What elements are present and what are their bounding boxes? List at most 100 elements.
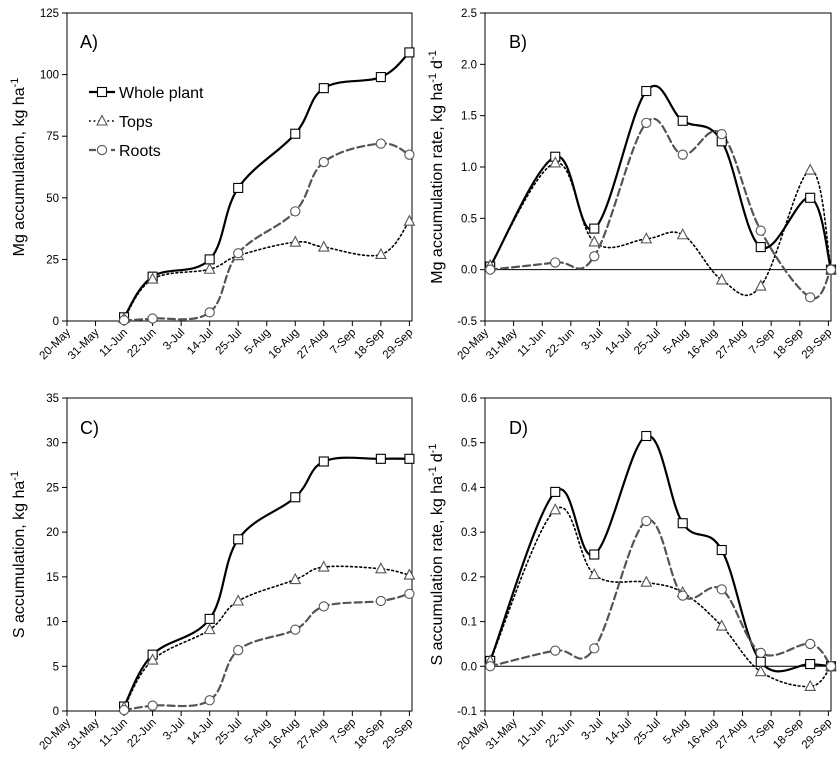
y-tick-label: 25 <box>46 254 59 266</box>
data-point-triangle <box>549 503 562 515</box>
y-axis-label: Mg accumulation, kg ha-1 <box>9 78 28 257</box>
series-line-triangle <box>123 565 411 709</box>
y-tick-label: 0.0 <box>461 661 477 673</box>
y-axis-label: S accumulation, kg ha-1 <box>9 471 28 638</box>
plot-frame <box>66 12 413 322</box>
data-point-circle <box>677 590 688 601</box>
x-tick-label: 27-Aug <box>714 717 749 752</box>
data-point-square <box>755 242 766 253</box>
legend-marker-triangle <box>96 114 108 126</box>
data-point-circle <box>805 292 816 303</box>
data-point-circle <box>485 661 496 672</box>
data-point-triangle <box>640 232 653 244</box>
y-tick-label: -0.5 <box>457 316 477 328</box>
data-point-square <box>716 544 727 556</box>
data-point-circle <box>550 645 561 656</box>
data-point-triangle <box>317 560 330 572</box>
data-point-triangle <box>317 240 330 252</box>
data-point-triangle <box>203 622 216 635</box>
y-tick-label: 0.2 <box>461 572 477 584</box>
y-tick-label: 0 <box>53 316 59 328</box>
data-point-square <box>550 486 561 497</box>
x-tick-label: 11-Jun <box>97 717 130 750</box>
data-point-square <box>404 453 415 464</box>
series-line-triangle <box>489 506 832 688</box>
y-tick-label: 0.4 <box>461 482 478 494</box>
x-tick-label: 18-Sep <box>771 327 806 362</box>
data-point-triangle <box>403 568 416 580</box>
data-point-square <box>805 192 816 203</box>
data-point-circle <box>589 251 600 262</box>
data-point-circle <box>716 584 727 595</box>
legend-label: Whole plant <box>119 85 204 102</box>
chart-panel-2: -0.50.00.51.01.52.02.520-May31-May11-Jun… <box>427 8 837 362</box>
data-point-circle <box>147 700 158 711</box>
y-tick-label: 0.5 <box>461 438 477 450</box>
data-point-square <box>204 254 215 265</box>
data-point-circle <box>589 643 600 654</box>
y-tick-label: 1.0 <box>461 162 477 174</box>
data-point-square <box>404 47 415 58</box>
data-point-circle <box>485 264 496 275</box>
panel-letter: C) <box>80 418 99 438</box>
series-line-circle <box>122 592 411 712</box>
plot-frame <box>484 397 832 712</box>
data-point-triangle <box>588 235 601 247</box>
data-point-triangle <box>146 272 159 284</box>
y-tick-label: 30 <box>46 438 59 450</box>
data-point-circle <box>641 515 652 527</box>
x-tick-label: 18-Sep <box>771 717 806 752</box>
x-tick-label: 22-Jun <box>544 327 577 360</box>
data-point-circle <box>290 624 301 635</box>
legend-marker-circle <box>96 144 108 156</box>
data-point-triangle <box>403 214 416 226</box>
x-tick-label: 31-May <box>66 716 102 752</box>
x-tick-label: 22-Jun <box>125 717 158 750</box>
data-point-triangle <box>374 562 387 574</box>
data-point-circle <box>755 225 766 236</box>
x-tick-label: 29-Sep <box>800 327 835 362</box>
data-point-circle <box>404 149 415 160</box>
y-tick-label: 1.5 <box>461 111 477 123</box>
x-tick-label: 27-Aug <box>295 327 330 362</box>
data-point-circle <box>641 117 652 129</box>
data-point-circle <box>755 647 766 659</box>
data-point-triangle <box>232 594 245 606</box>
data-point-triangle <box>374 247 387 260</box>
data-point-triangle <box>676 228 689 240</box>
series-line-square <box>489 434 833 673</box>
y-tick-label: 0.5 <box>461 213 477 225</box>
data-point-square <box>805 658 816 670</box>
data-point-square <box>375 72 386 83</box>
x-tick-label: 31-May <box>484 326 520 362</box>
x-tick-label: 25-Jul <box>632 327 663 358</box>
legend-label: Tops <box>119 114 153 131</box>
x-tick-label: 18-Sep <box>352 717 387 752</box>
data-point-circle <box>825 661 837 672</box>
data-point-square <box>233 182 244 193</box>
data-point-triangle <box>203 262 216 274</box>
series-line-triangle <box>489 162 832 297</box>
x-tick-label: 22-Jun <box>544 717 577 750</box>
legend: Whole plant Tops Roots <box>89 85 204 160</box>
data-point-square <box>290 128 301 139</box>
legend-marker-square <box>96 86 108 98</box>
data-point-circle <box>375 595 387 607</box>
series-line-square <box>122 456 411 708</box>
x-tick-label: 29-Sep <box>381 717 416 752</box>
y-tick-label: 10 <box>46 617 59 629</box>
data-point-square <box>755 656 766 667</box>
x-tick-label: 25-Jul <box>214 327 245 358</box>
data-point-circle <box>290 206 301 217</box>
x-tick-label: 22-Jun <box>125 327 158 360</box>
data-point-square <box>318 83 329 94</box>
x-tick-label: 3-Jul <box>579 327 605 353</box>
y-axis-label: S accumulation rate, kg ha-1d-1 <box>427 444 446 666</box>
y-tick-label: 20 <box>46 527 59 539</box>
data-point-circle <box>318 601 329 612</box>
data-point-square <box>589 223 600 234</box>
x-tick-label: 16-Aug <box>267 717 302 752</box>
plot-frame <box>66 397 413 712</box>
